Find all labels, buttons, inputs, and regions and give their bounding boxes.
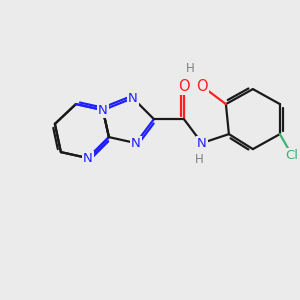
Text: H: H [185, 61, 194, 75]
Text: H: H [194, 153, 203, 166]
Text: N: N [131, 136, 141, 150]
Text: N: N [128, 92, 138, 105]
Text: N: N [98, 103, 108, 117]
Text: Cl: Cl [285, 148, 298, 162]
Text: N: N [83, 152, 93, 165]
Text: N: N [197, 136, 207, 150]
Text: O: O [196, 79, 208, 94]
Text: O: O [178, 79, 190, 94]
